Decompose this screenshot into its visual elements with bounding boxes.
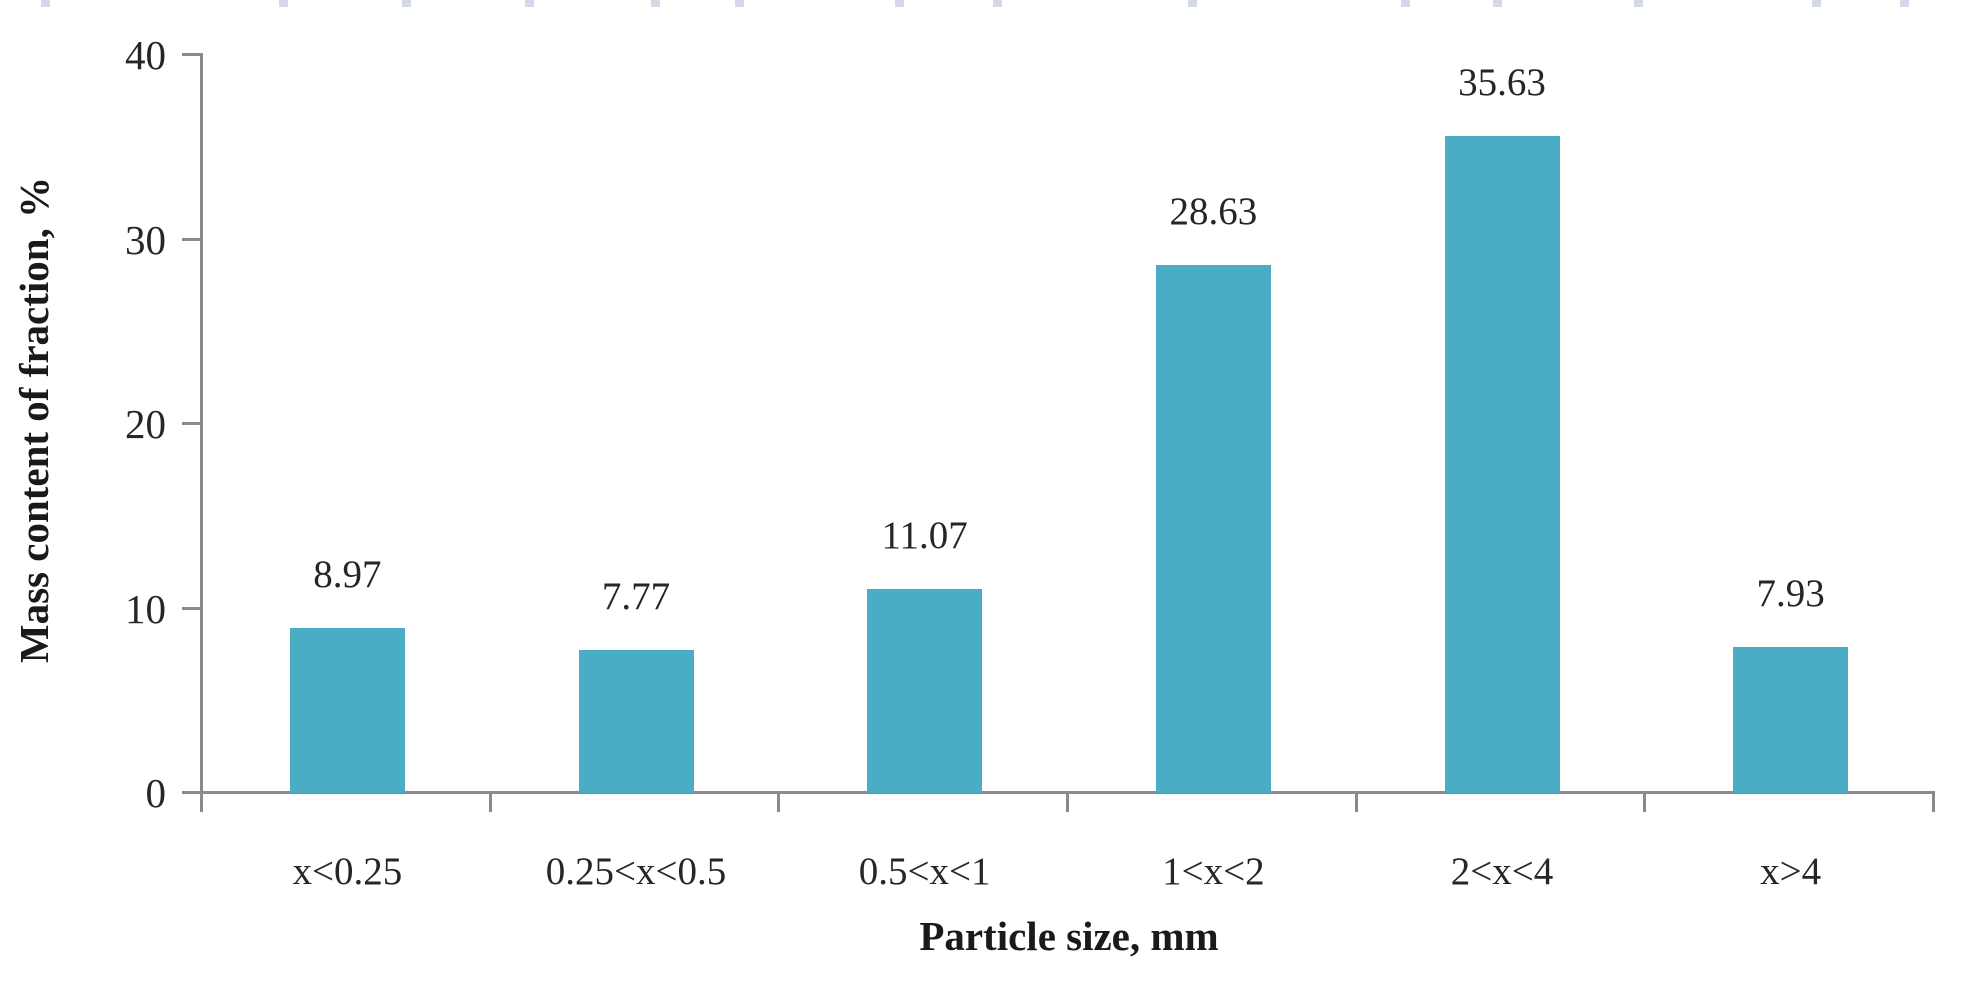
y-axis-line	[200, 53, 203, 811]
bar-value-label: 7.93	[1756, 571, 1825, 615]
top-edge-artifact-mark	[651, 0, 660, 7]
top-edge-artifact-mark	[993, 0, 1002, 7]
y-tick-label: 0	[145, 770, 167, 816]
x-axis-title: Particle size, mm	[919, 913, 1219, 959]
y-tick-label: 40	[125, 32, 166, 78]
bar	[867, 588, 983, 793]
top-edge-artifact-mark	[1493, 0, 1502, 7]
x-axis-tick	[1354, 794, 1358, 812]
x-category-label: 1<x<2	[1162, 850, 1265, 893]
x-axis-tick	[488, 794, 492, 812]
top-edge-artifact-mark	[1188, 0, 1197, 7]
top-edge-artifact-mark	[402, 0, 411, 7]
y-axis-tick	[182, 791, 200, 794]
bar	[1444, 135, 1560, 793]
bar-value-label: 7.77	[601, 574, 671, 618]
x-category-label: 2<x<4	[1450, 850, 1554, 893]
x-category-label: x<0.25	[292, 850, 403, 893]
bar	[1733, 646, 1849, 793]
top-edge-artifact-mark	[41, 0, 50, 7]
y-axis-tick	[182, 422, 200, 425]
x-category-label: 0.25<x<0.5	[545, 850, 727, 893]
y-tick-label: 20	[125, 401, 166, 447]
x-axis-line	[182, 791, 1935, 794]
top-edge-artifact-mark	[1634, 0, 1643, 7]
x-axis-tick	[1066, 794, 1069, 812]
x-axis-tick	[1643, 794, 1647, 812]
y-tick-label: 10	[125, 585, 166, 632]
y-axis-tick	[182, 53, 200, 56]
top-edge-artifact-mark	[1401, 0, 1410, 7]
top-edge-artifact-mark	[279, 0, 288, 7]
top-edge-artifact-mark	[1812, 0, 1821, 7]
x-axis-tick	[777, 794, 781, 812]
x-category-label: x>4	[1760, 850, 1822, 893]
y-axis-tick	[182, 237, 200, 241]
x-category-label: 0.5<x<1	[858, 850, 991, 893]
bar	[289, 627, 405, 793]
top-edge-artifact-mark	[895, 0, 904, 7]
bar-value-label: 11.07	[881, 513, 968, 557]
top-edge-artifact-mark	[1900, 0, 1909, 7]
bar-value-label: 8.97	[313, 552, 382, 596]
bar-value-label: 28.63	[1169, 189, 1258, 233]
top-edge-artifact-mark	[525, 0, 534, 7]
bar-value-label: 35.63	[1458, 60, 1546, 104]
bar	[578, 649, 694, 793]
x-axis-tick	[200, 794, 203, 812]
y-axis-tick	[182, 606, 200, 610]
x-axis-tick	[1932, 794, 1935, 812]
bar	[1155, 264, 1271, 793]
y-tick-label: 30	[125, 216, 166, 263]
top-edge-artifact-mark	[735, 0, 744, 7]
